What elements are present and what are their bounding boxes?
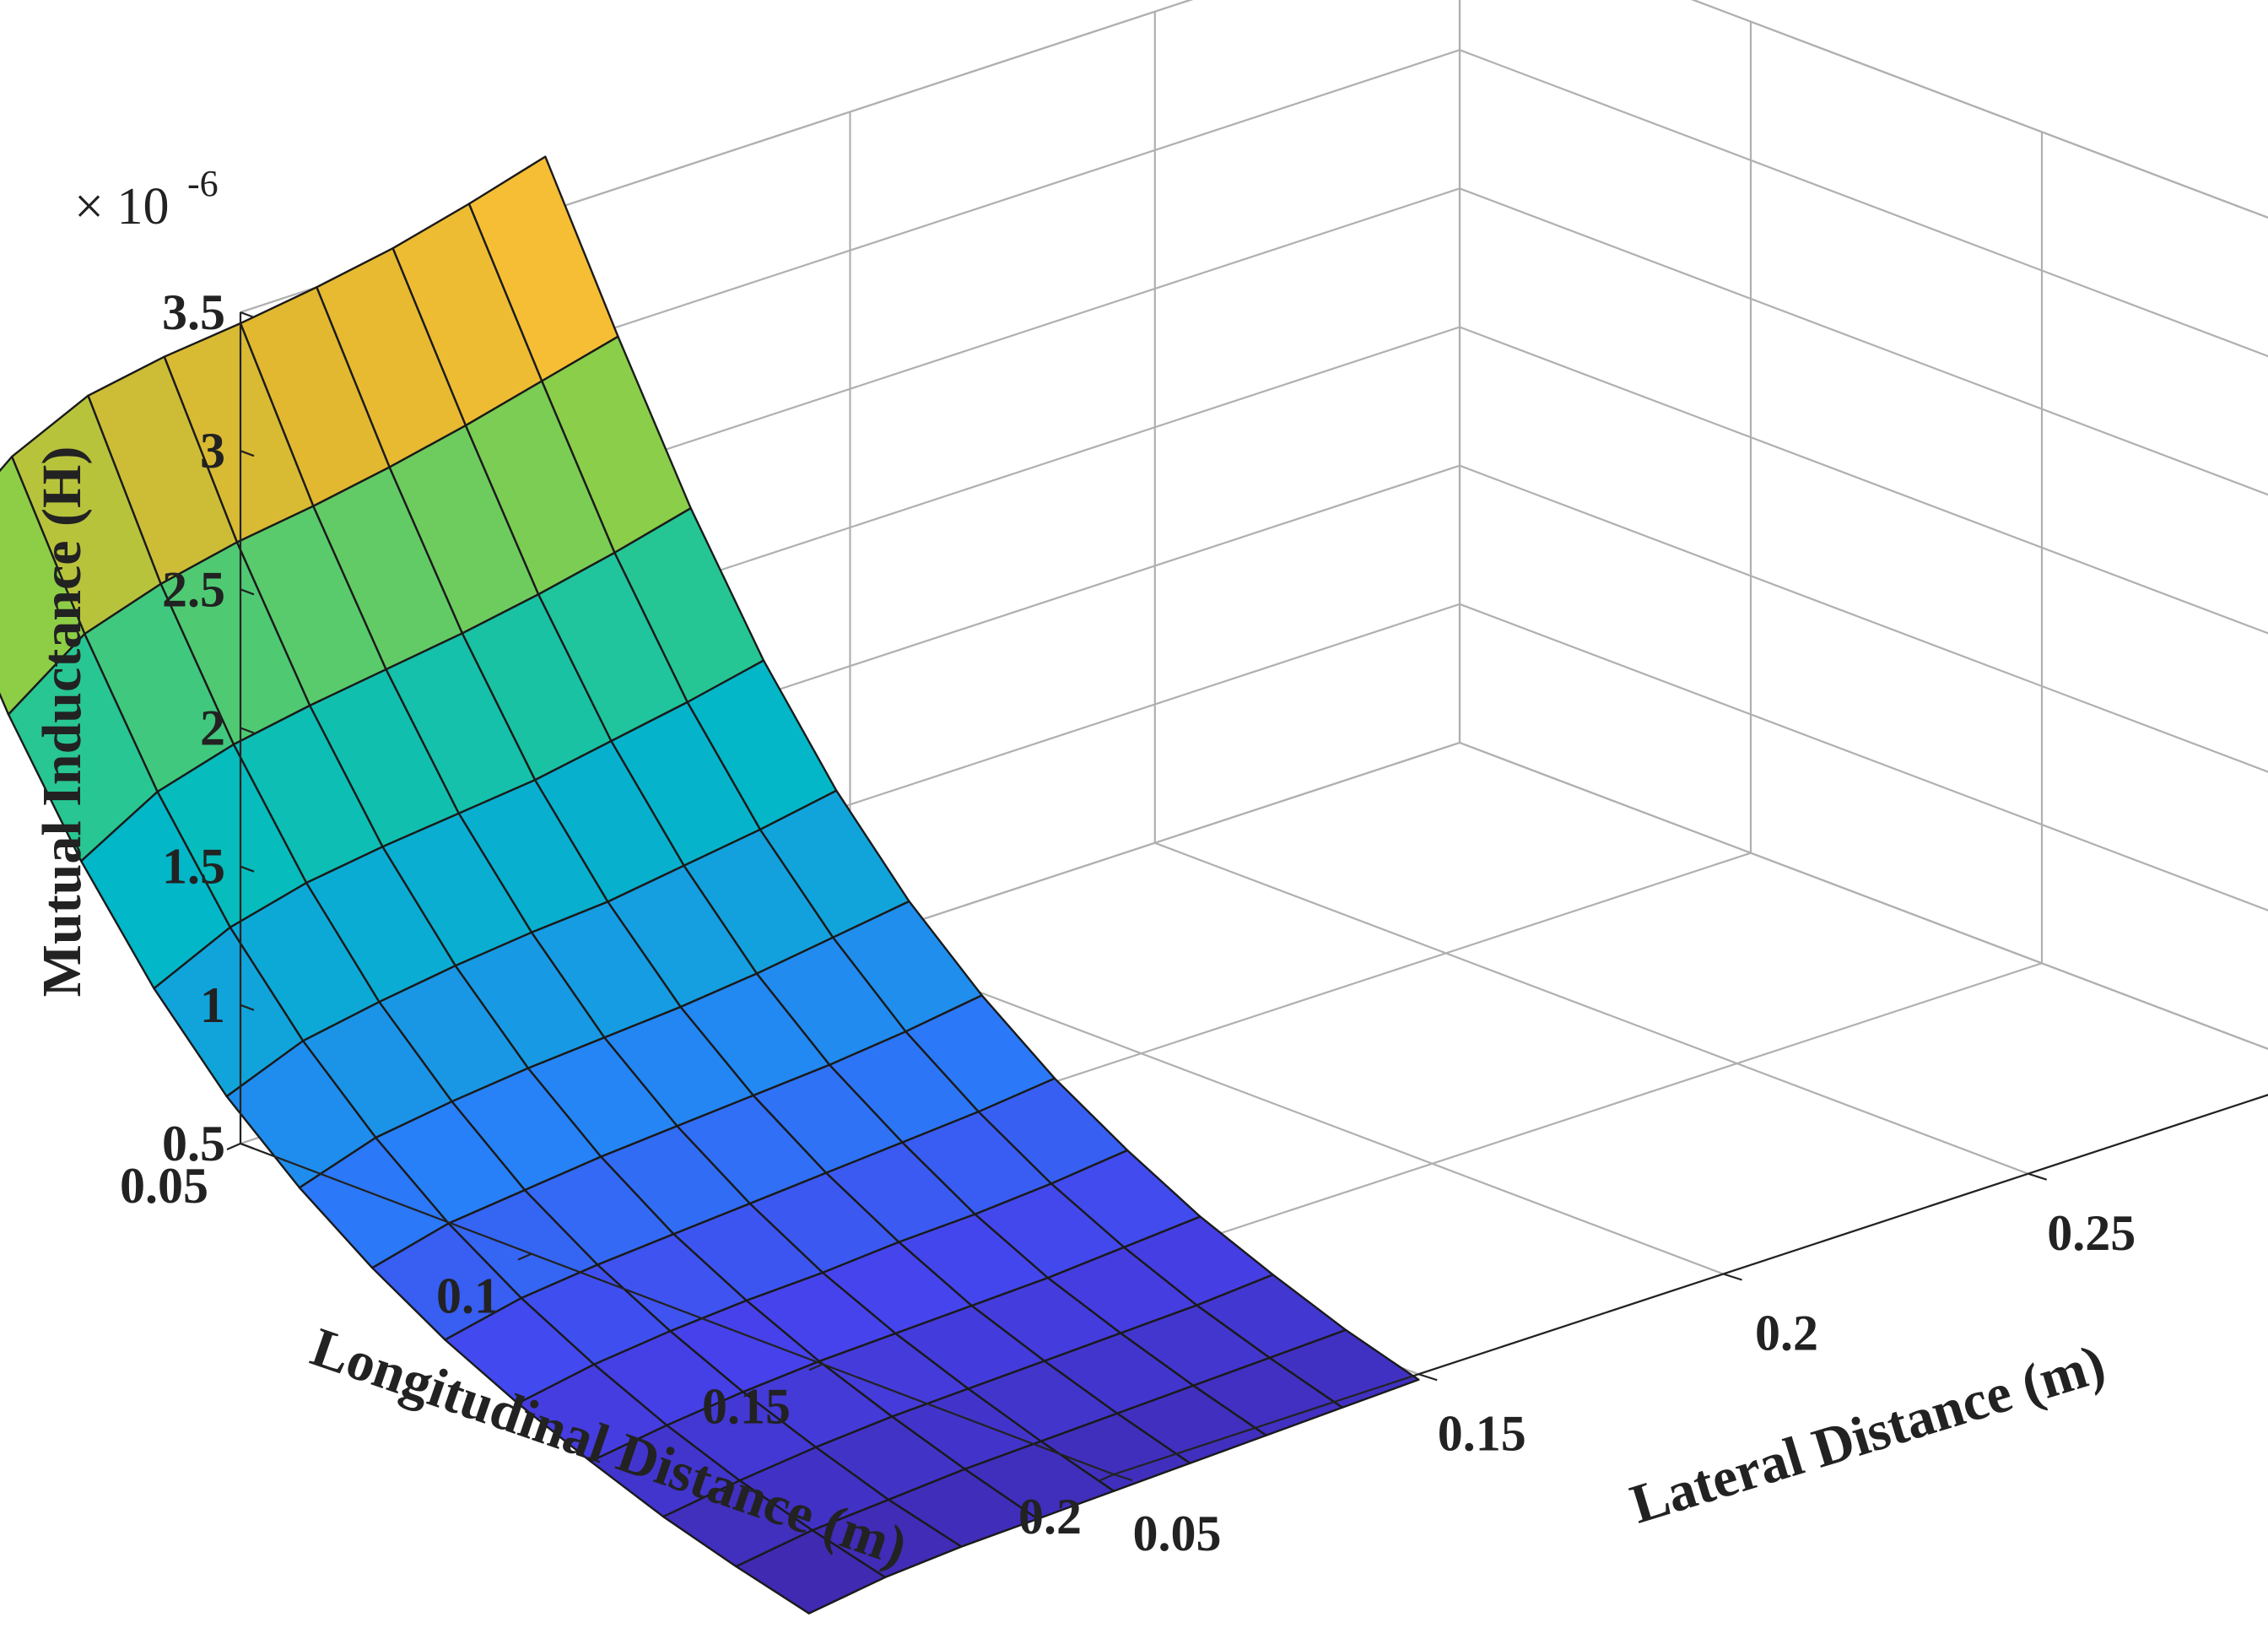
y-tick-mark <box>1418 1373 1438 1382</box>
axis-ticks: 0.5 1 1.5 2 2.5 3 3.5 0.05 0.1 0.15 0.2 0.05 0.15 0.2… <box>120 284 2268 1561</box>
grid-line <box>1154 841 2029 1175</box>
y-tick-label: 0.15 <box>1438 1405 1526 1461</box>
x-tick-mark <box>517 1252 532 1261</box>
x-tick-mark <box>808 1363 824 1371</box>
z-tick-mark <box>240 1003 255 1011</box>
z-tick-mark <box>240 450 255 457</box>
z-tick-label: 3.5 <box>162 284 225 340</box>
x-tick-mark <box>1099 1473 1115 1482</box>
grid-line <box>850 942 1724 1275</box>
z-axis-title: Mutual Inductance (H) <box>31 446 93 998</box>
z-tick-label: 2.5 <box>162 561 225 617</box>
z-tick-label: 2 <box>200 700 225 756</box>
y-tick-mark <box>2028 1172 2048 1181</box>
y-axis-line <box>1113 1094 2268 1476</box>
grid-line <box>1459 326 2268 635</box>
grid-line <box>1459 603 2268 911</box>
y-tick-label: 0.25 <box>2047 1205 2136 1261</box>
grid-line <box>1459 187 2268 496</box>
z-tick-mark <box>240 865 255 873</box>
box-edge <box>240 0 2268 314</box>
z-multiplier-exponent: -6 <box>187 163 219 204</box>
z-tick-label: 1.5 <box>162 839 225 895</box>
x-tick-label: 0.1 <box>436 1268 500 1324</box>
x-tick-label: 0.2 <box>1018 1489 1082 1544</box>
surface-cell <box>735 1528 887 1614</box>
grid-line <box>1459 741 2268 1051</box>
grid-line <box>1459 49 2268 358</box>
y-axis-title: Lateral Distance (m) <box>1623 1333 2112 1535</box>
x-axis-line <box>240 1142 1115 1476</box>
x-tick-label: 0.15 <box>702 1378 791 1434</box>
z-multiplier: × 10 <box>74 178 169 235</box>
grid-line <box>1459 464 2268 773</box>
x-tick-mark <box>226 1142 241 1151</box>
y-tick-mark <box>1723 1273 1742 1281</box>
y-tick-mark <box>1113 1473 1133 1482</box>
grid-line <box>1691 0 2268 219</box>
z-tick-label: 1 <box>200 977 225 1033</box>
z-tick-label: 0.5 <box>162 1116 225 1171</box>
surface-mesh <box>0 155 1420 1614</box>
z-tick-label: 3 <box>200 423 225 479</box>
y-tick-label: 0.2 <box>1755 1306 1818 1361</box>
x-tick-label: 0.05 <box>120 1158 208 1214</box>
z-tick-mark <box>240 588 255 596</box>
z-tick-mark <box>240 727 255 734</box>
z-tick-mark <box>240 311 255 319</box>
y-tick-label: 0.05 <box>1133 1506 1222 1561</box>
